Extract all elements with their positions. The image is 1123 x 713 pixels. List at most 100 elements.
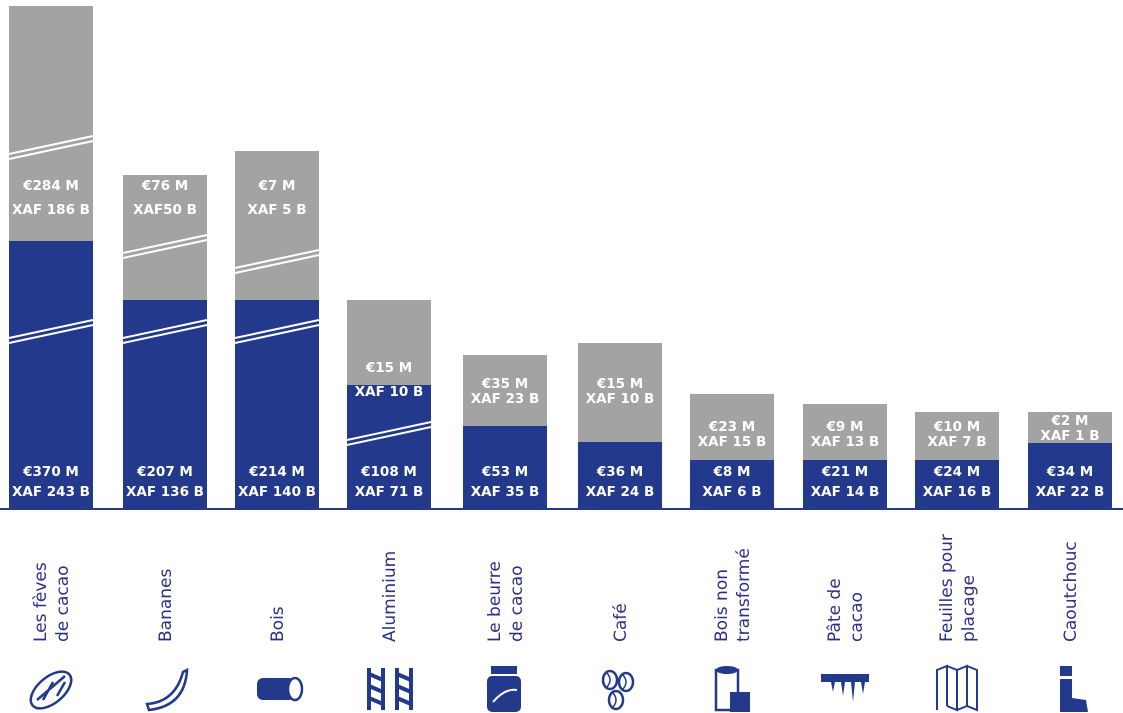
bar-label-xaf: XAF 14 B — [811, 484, 880, 500]
bar-label-xaf: XAF 23 B — [471, 391, 540, 407]
bar-label-eur: €9 M — [826, 419, 864, 435]
bar-label-eur: €207 M — [136, 464, 193, 480]
bar-segment-upper — [915, 412, 999, 460]
axis-break-mark — [122, 234, 208, 254]
bar-segment-upper — [9, 6, 93, 241]
butter-jar-icon — [487, 666, 521, 712]
bar-label-eur: €15 M — [596, 376, 643, 392]
bar-label-eur: €21 M — [821, 464, 868, 480]
bar-label-xaf: XAF 15 B — [698, 434, 767, 450]
bar-label-eur: €15 M — [365, 360, 412, 376]
bar-segment-lower — [915, 460, 999, 508]
category-label: Les fèves — [31, 562, 51, 642]
bar-label-eur: €35 M — [481, 376, 528, 392]
bar-label-eur: €34 M — [1046, 464, 1093, 480]
cut-log-icon — [714, 666, 750, 712]
bar-label-xaf: XAF 10 B — [586, 391, 655, 407]
bar-segment-lower — [347, 385, 431, 508]
bar-segment-lower — [578, 442, 662, 508]
axis-break-mark — [346, 426, 432, 446]
category-label: Aluminium — [380, 551, 400, 642]
bar-label-xaf: XAF 24 B — [586, 484, 655, 500]
bar-label-xaf: XAF 22 B — [1036, 484, 1105, 500]
bar-label-xaf: XAF 243 B — [12, 484, 90, 500]
axis-break-mark — [8, 140, 94, 160]
category-label: Caoutchouc — [1061, 541, 1081, 642]
bar-label-eur: €7 M — [258, 178, 296, 194]
bar-segment-upper — [235, 151, 319, 300]
bar-label-xaf: XAF 10 B — [355, 384, 424, 400]
category-label: transformé — [734, 548, 754, 642]
axis-break-mark — [122, 319, 208, 339]
category-label: Bois — [268, 606, 288, 642]
category-label: Café — [611, 603, 631, 642]
axis-break-mark — [122, 324, 208, 344]
category-label: de cacao — [53, 565, 73, 642]
bar-label-eur: €24 M — [933, 464, 980, 480]
bar-label-eur: €36 M — [596, 464, 643, 480]
axis-break-mark — [8, 324, 94, 344]
axis-break-mark — [234, 249, 320, 269]
category-label: Pâte de — [825, 578, 845, 642]
bar-label-xaf: XAF 71 B — [355, 484, 424, 500]
category-label: Le beurre — [485, 561, 505, 642]
coffee-beans-icon — [601, 669, 635, 711]
bar-label-eur: €214 M — [248, 464, 305, 480]
category-label: Feuilles pour — [937, 534, 957, 642]
bar-label-eur: €8 M — [713, 464, 751, 480]
bar-segment-upper — [347, 300, 431, 385]
category-label: de cacao — [507, 565, 527, 642]
axis-break-mark — [234, 324, 320, 344]
bar-label-xaf: XAF 7 B — [927, 434, 986, 450]
bar-label-eur: €370 M — [22, 464, 79, 480]
aluminium-coil-icon — [367, 668, 413, 710]
cocoa-pod-icon — [29, 670, 73, 710]
bar-label-xaf: XAF 16 B — [923, 484, 992, 500]
axis-break-mark — [122, 239, 208, 259]
bar-segment-upper — [690, 394, 774, 460]
bar-label-eur: €108 M — [360, 464, 417, 480]
cocoa-paste-icon — [821, 674, 869, 702]
bar-label-xaf: XAF 6 B — [702, 484, 761, 500]
bar-label-xaf: XAF 136 B — [126, 484, 204, 500]
bar-label-xaf: XAF 35 B — [471, 484, 540, 500]
axis-break-mark — [8, 135, 94, 155]
axis-break-mark — [234, 319, 320, 339]
bar-segment-upper — [463, 355, 547, 426]
bar-segment-lower — [9, 241, 93, 508]
bar-label-xaf: XAF50 B — [133, 202, 197, 218]
bar-label-eur: €53 M — [481, 464, 528, 480]
bar-label-xaf: XAF 5 B — [247, 202, 306, 218]
bar-segment-upper — [578, 343, 662, 442]
bar-label-eur: €76 M — [141, 178, 188, 194]
bar-label-eur: €2 M — [1051, 413, 1089, 429]
bar-label-eur: €10 M — [933, 419, 980, 435]
category-label: Bananes — [156, 568, 176, 642]
banana-icon — [145, 667, 189, 712]
bars-layer: €370 M XAF 243 B €284 M XAF 186 B €207 M XAF … — [8, 6, 1112, 508]
rubber-boot-icon — [1060, 666, 1088, 712]
bar-label-xaf: XAF 140 B — [238, 484, 316, 500]
bar-label-xaf: XAF 13 B — [811, 434, 880, 450]
bar-segment-upper — [803, 404, 887, 460]
category-labels: Les fèves de cacao Bananes Bois Aluminium Le … — [31, 534, 1081, 642]
bar-segment-upper — [1028, 412, 1112, 443]
bar-label-eur: €23 M — [708, 419, 755, 435]
axis-break-mark — [234, 254, 320, 274]
bar-label-xaf: XAF 1 B — [1040, 428, 1099, 444]
bar-segment-lower — [1028, 443, 1112, 508]
category-label: cacao — [847, 592, 867, 642]
axis-break-mark — [8, 319, 94, 339]
bar-segment-lower — [690, 460, 774, 508]
category-label: Bois non — [712, 569, 732, 642]
bar-segment-lower — [803, 460, 887, 508]
category-label: placage — [959, 575, 979, 642]
bar-segment-lower — [463, 426, 547, 508]
category-icons — [29, 664, 1088, 712]
bar-label-xaf: XAF 186 B — [12, 202, 90, 218]
bar-label-eur: €284 M — [22, 178, 79, 194]
log-icon — [257, 676, 304, 702]
veneer-sheets-icon — [936, 664, 978, 712]
axis-break-mark — [346, 421, 432, 441]
